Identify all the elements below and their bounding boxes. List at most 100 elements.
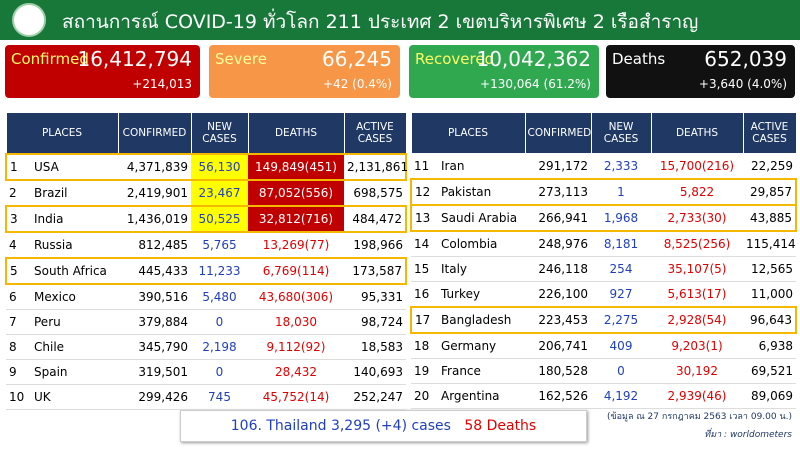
confirmed: 445,433 xyxy=(118,257,191,285)
deaths: 2,939(46) xyxy=(651,383,743,409)
active-cases: 95,331 xyxy=(344,284,406,310)
place: India xyxy=(31,205,118,233)
deaths: 87,052(556) xyxy=(248,180,344,207)
column-header: CONFIRMED xyxy=(117,112,192,155)
new-cases: 1,968 xyxy=(591,204,651,232)
active-cases: 69,521 xyxy=(743,358,796,384)
rank: 10 xyxy=(6,384,31,410)
new-cases: 0 xyxy=(591,358,651,384)
thailand-deaths: 58 Deaths xyxy=(464,418,537,434)
active-cases: 18,583 xyxy=(344,334,406,360)
card-change: +42 (0.4%) xyxy=(323,77,392,91)
deaths: 6,769(114) xyxy=(248,257,344,285)
rank: 7 xyxy=(6,309,31,335)
rank: 4 xyxy=(6,232,31,259)
card-value: 652,039 xyxy=(704,47,787,71)
data-row: 17 Bangladesh 223,453 2,275 2,928(54) 96,643 xyxy=(410,306,797,334)
logo xyxy=(12,3,46,37)
rank: 1 xyxy=(5,153,31,181)
active-cases: 43,885 xyxy=(743,204,797,232)
place: Peru xyxy=(31,309,118,335)
card-label: Severe xyxy=(215,50,267,68)
active-cases: 11,000 xyxy=(743,281,796,308)
place: Italy xyxy=(438,256,525,282)
active-cases: 89,069 xyxy=(743,383,796,409)
rank: 11 xyxy=(411,153,438,180)
data-table: PLACES CONFIRMED NEW CASES DEATHS ACTIVE CAS… xyxy=(410,112,797,409)
place: Mexico xyxy=(31,284,118,310)
deaths: 32,812(716) xyxy=(248,205,344,233)
place: USA xyxy=(31,153,118,181)
deaths: 35,107(5) xyxy=(651,256,743,282)
header-row: PLACES CONFIRMED NEW CASES DEATHS ACTIVE CAS… xyxy=(5,112,407,155)
place: Pakistan xyxy=(438,178,525,206)
place: Argentina xyxy=(438,383,525,409)
confirmed: 390,516 xyxy=(118,284,191,310)
thailand-cases: 106. Thailand 3,295 (+4) cases xyxy=(230,418,451,434)
active-cases: 698,575 xyxy=(344,180,406,207)
source-note: ที่มา : worldometers xyxy=(704,430,792,440)
new-cases: 2,198 xyxy=(191,334,248,360)
confirmed: 226,100 xyxy=(525,281,591,308)
confirmed: 2,419,901 xyxy=(118,180,191,207)
data-row: 7 Peru 379,884 0 18,030 98,724 xyxy=(6,309,406,335)
data-row: 4 Russia 812,485 5,765 13,269(77) 198,966 xyxy=(6,232,406,259)
deaths: 18,030 xyxy=(248,309,344,335)
active-cases: 173,587 xyxy=(344,257,407,285)
confirmed-card: Confirmed 16,412,794 +214,013 xyxy=(5,45,200,98)
confirmed: 345,790 xyxy=(118,334,191,360)
title: สถานการณ์ COVID-19 ทั่วโลก 211 ประเทศ 2 … xyxy=(62,11,699,33)
deaths: 13,269(77) xyxy=(248,232,344,259)
active-cases: 29,857 xyxy=(743,178,797,206)
column-header: CONFIRMED xyxy=(524,112,592,154)
active-cases: 140,693 xyxy=(344,359,406,385)
deaths: 2,928(54) xyxy=(651,306,743,334)
card-value: 10,042,362 xyxy=(476,47,591,71)
column-header: ACTIVE CASES xyxy=(343,112,407,155)
rank: 8 xyxy=(6,334,31,360)
card-change: +214,013 xyxy=(132,77,192,91)
data-row: 1 USA 4,371,839 56,130 149,849(451) 2,131,861 xyxy=(5,153,408,181)
data-row: 10 UK 299,426 745 45,752(14) 252,247 xyxy=(6,384,406,410)
data-table: PLACES CONFIRMED NEW CASES DEATHS ACTIVE CAS… xyxy=(5,112,408,410)
confirmed: 246,118 xyxy=(525,256,591,282)
deaths: 15,700(216) xyxy=(651,153,743,180)
data-row: 3 India 1,436,019 50,525 32,812(716) 484,472 xyxy=(5,205,407,233)
active-cases: 115,414 xyxy=(743,231,796,257)
place: Bangladesh xyxy=(438,306,525,334)
place: Brazil xyxy=(31,180,118,207)
card-change: +3,640 (4.0%) xyxy=(698,77,787,91)
active-cases: 6,938 xyxy=(743,333,796,359)
date-note: (ข้อมูล ณ 27 กรกฎาคม 2563 เวลา 09.00 น.) xyxy=(606,412,792,422)
deaths-card: Deaths 652,039 +3,640 (4.0%) xyxy=(606,45,795,98)
deaths: 30,192 xyxy=(651,358,743,384)
new-cases: 745 xyxy=(191,384,248,410)
confirmed: 291,172 xyxy=(525,153,591,180)
new-cases: 0 xyxy=(191,309,248,335)
confirmed: 206,741 xyxy=(525,333,591,359)
deaths: 45,752(14) xyxy=(248,384,344,410)
confirmed: 1,436,019 xyxy=(118,205,191,233)
card-change: +130,064 (61.2%) xyxy=(480,77,591,91)
deaths: 43,680(306) xyxy=(248,284,344,310)
data-row: 15 Italy 246,118 254 35,107(5) 12,565 xyxy=(411,256,796,282)
confirmed: 4,371,839 xyxy=(118,153,191,181)
rank: 2 xyxy=(6,180,31,207)
new-cases: 56,130 xyxy=(191,153,248,181)
new-cases: 254 xyxy=(591,256,651,282)
rank: 6 xyxy=(6,284,31,310)
rank: 5 xyxy=(5,257,31,285)
data-row: 16 Turkey 226,100 927 5,613(17) 11,000 xyxy=(411,281,796,308)
confirmed: 319,501 xyxy=(118,359,191,385)
deaths: 9,112(92) xyxy=(248,334,344,360)
confirmed: 812,485 xyxy=(118,232,191,259)
new-cases: 409 xyxy=(591,333,651,359)
confirmed: 223,453 xyxy=(525,306,591,334)
new-cases: 927 xyxy=(591,281,651,308)
rank: 19 xyxy=(411,358,438,384)
card-label: Deaths xyxy=(612,50,666,68)
place: Iran xyxy=(438,153,525,180)
data-row: 12 Pakistan 273,113 1 5,822 29,857 xyxy=(410,178,797,206)
data-row: 13 Saudi Arabia 266,941 1,968 2,733(30) 43,88… xyxy=(410,204,797,232)
active-cases: 198,966 xyxy=(344,232,406,259)
